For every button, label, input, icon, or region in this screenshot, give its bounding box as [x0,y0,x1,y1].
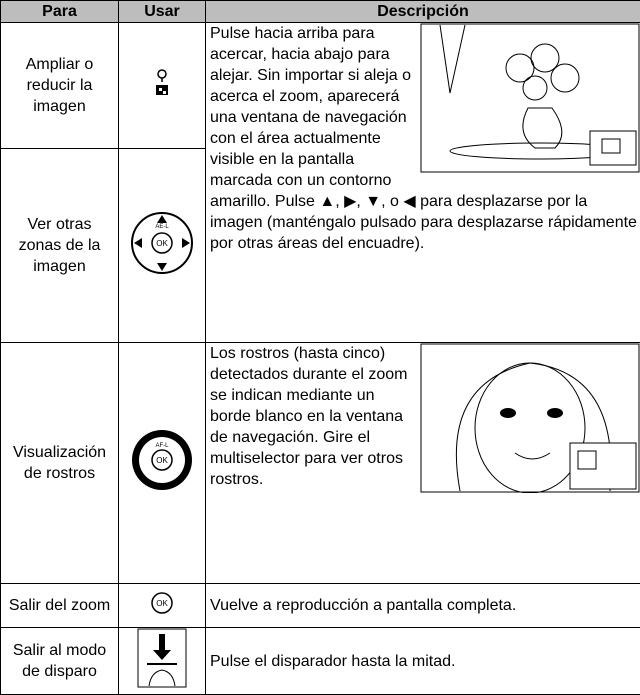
icon-text: OK [156,456,168,465]
desc-cell: Pulse el disparador hasta la mitad. [206,628,640,695]
icon-text: OK [156,239,168,248]
row: Ampliar o reducir la imagen Pulse hacia … [1,23,640,149]
icon-cell [119,23,206,149]
zoom-illustration [420,23,640,173]
header-cell: Para [1,1,119,23]
icon-text: OK [156,599,168,608]
faces-illustration [420,343,640,493]
zoom-icon [152,68,172,98]
icon-cell: OK [119,584,206,628]
para-cell: Visualización de rostros [1,343,119,584]
multiselector-icon: OK AE-L [130,211,194,275]
desc-cell: Vuelve a reproducción a pantalla complet… [206,584,640,628]
row: Salir al modo de disparo Pulse el dispar… [1,628,640,695]
header-row: Para Usar Descripción [1,1,640,23]
icon-cell: OK AE-L [119,149,206,343]
icon-text: AF-L [155,443,169,449]
header-cell: Usar [119,1,206,23]
header-cell: Descripción [206,1,640,23]
icon-cell [119,628,206,695]
desc-cell: Pulse hacia arriba para acercar, hacia a… [206,23,640,343]
para-cell: Salir del zoom [1,584,119,628]
desc-cell: Los rostros (hasta cinco) detectados dur… [206,343,640,584]
row: Visualización de rostros OK AF-L Los ros… [1,343,640,584]
para-cell: Salir al modo de disparo [1,628,119,695]
icon-text: AE-L [155,224,169,230]
icon-cell: OK AF-L [119,343,206,584]
ok-icon: OK [150,591,174,615]
para-cell: Ampliar o reducir la imagen [1,23,119,149]
para-cell: Ver otras zonas de la imagen [1,149,119,343]
row: Salir del zoom OK Vuelve a reproducción … [1,584,640,628]
dial-icon: OK AF-L [130,428,194,492]
description: Los rostros (hasta cinco) detectados dur… [210,345,407,488]
shutter-icon [137,628,187,688]
